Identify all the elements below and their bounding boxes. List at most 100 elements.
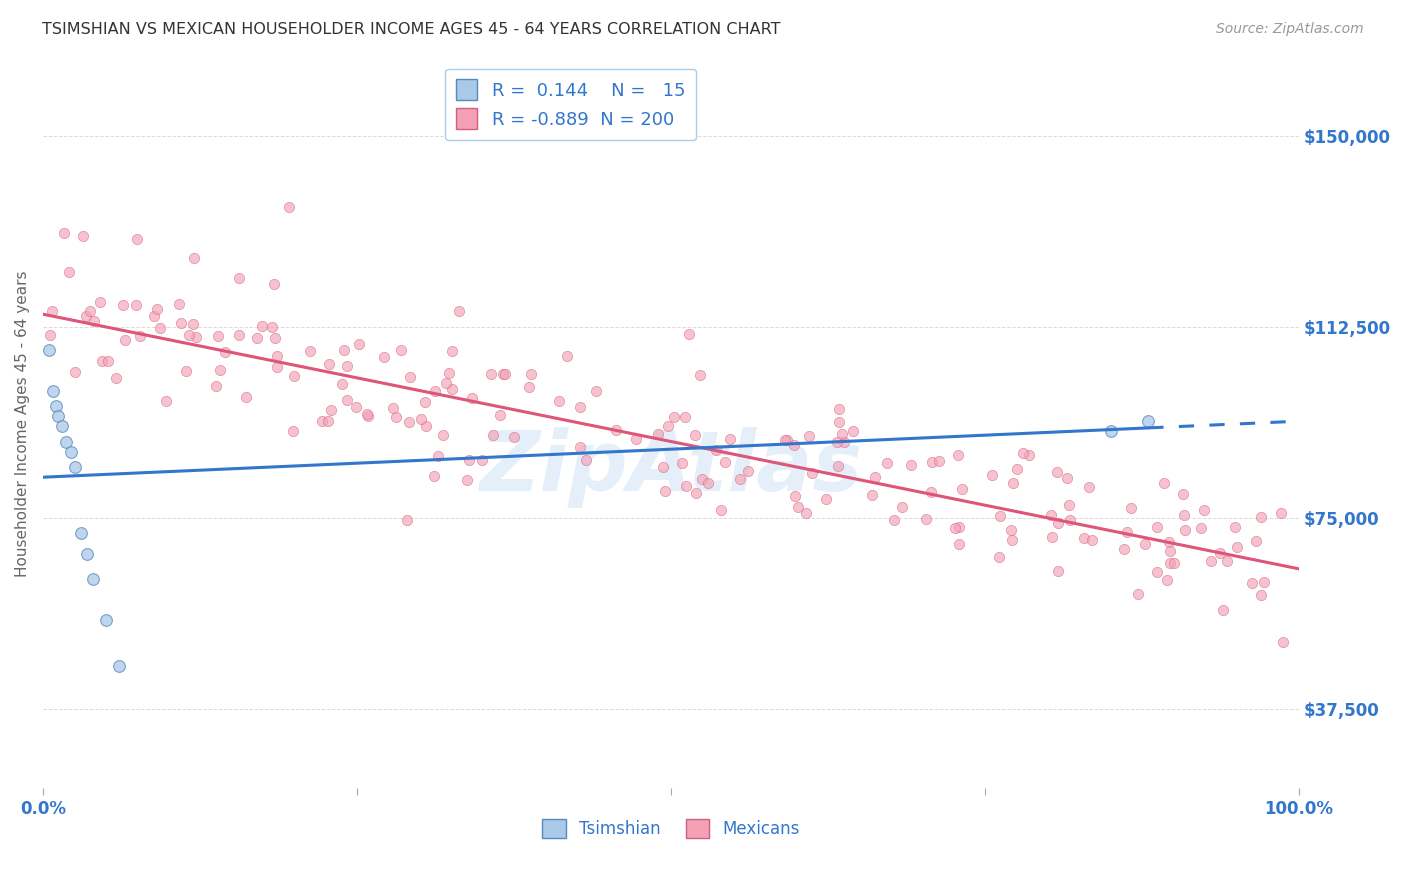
Point — [344, 400, 367, 414]
Point — [319, 403, 342, 417]
Point — [1047, 564, 1070, 578]
Point — [356, 407, 378, 421]
Point — [547, 393, 569, 408]
Point — [298, 344, 321, 359]
Point — [1156, 574, 1178, 588]
Point — [413, 394, 436, 409]
Point — [860, 488, 883, 502]
Point — [1271, 634, 1294, 648]
Point — [63, 365, 86, 379]
Point — [336, 359, 359, 373]
Point — [883, 513, 905, 527]
Point — [1159, 557, 1181, 571]
Point — [585, 384, 607, 399]
Point — [673, 410, 696, 425]
Point — [1137, 414, 1160, 428]
Point — [1073, 531, 1095, 545]
Point — [70, 526, 93, 541]
Point — [794, 506, 817, 520]
Point — [683, 428, 706, 442]
Point — [827, 402, 849, 417]
Point — [264, 331, 287, 345]
Point — [456, 473, 478, 487]
Point — [440, 343, 463, 358]
Point — [155, 393, 177, 408]
Point — [97, 354, 120, 368]
Point — [385, 410, 408, 425]
Point — [426, 449, 449, 463]
Y-axis label: Householder Income Ages 45 - 64 years: Householder Income Ages 45 - 64 years — [15, 270, 30, 577]
Point — [423, 384, 446, 399]
Point — [1173, 508, 1195, 522]
Point — [183, 317, 205, 331]
Point — [825, 435, 848, 450]
Point — [948, 520, 970, 534]
Point — [952, 482, 974, 496]
Point — [800, 466, 823, 480]
Point — [63, 460, 86, 475]
Text: Source: ZipAtlas.com: Source: ZipAtlas.com — [1216, 22, 1364, 37]
Point — [59, 444, 82, 458]
Point — [398, 415, 420, 429]
Point — [1240, 576, 1263, 591]
Point — [75, 309, 97, 323]
Point — [1047, 516, 1070, 530]
Point — [664, 409, 686, 424]
Point — [51, 419, 73, 434]
Point — [266, 359, 288, 374]
Point — [946, 448, 969, 462]
Point — [145, 302, 167, 317]
Point — [228, 271, 250, 285]
Point — [773, 434, 796, 448]
Point — [783, 489, 806, 503]
Text: TSIMSHIAN VS MEXICAN HOUSEHOLDER INCOME AGES 45 - 64 YEARS CORRELATION CHART: TSIMSHIAN VS MEXICAN HOUSEHOLDER INCOME … — [42, 22, 780, 37]
Point — [842, 425, 865, 439]
Point — [38, 343, 60, 357]
Point — [678, 327, 700, 342]
Point — [447, 304, 470, 318]
Point — [107, 658, 129, 673]
Point — [675, 478, 697, 492]
Point — [1005, 461, 1028, 475]
Point — [1174, 523, 1197, 537]
Point — [76, 547, 98, 561]
Point — [1199, 554, 1222, 568]
Point — [569, 400, 592, 414]
Point — [891, 500, 914, 514]
Point — [920, 484, 942, 499]
Point — [250, 319, 273, 334]
Point — [657, 419, 679, 434]
Point — [921, 455, 943, 469]
Point — [863, 469, 886, 483]
Point — [1163, 556, 1185, 570]
Point — [336, 392, 359, 407]
Point — [988, 509, 1011, 524]
Point — [149, 321, 172, 335]
Point — [1056, 470, 1078, 484]
Point — [987, 549, 1010, 564]
Point — [373, 350, 395, 364]
Point — [605, 423, 627, 437]
Point — [654, 484, 676, 499]
Point — [1226, 540, 1249, 554]
Point — [460, 391, 482, 405]
Point — [1212, 602, 1234, 616]
Point — [440, 383, 463, 397]
Point — [125, 298, 148, 312]
Point — [434, 376, 457, 390]
Point — [1000, 523, 1022, 537]
Point — [214, 345, 236, 359]
Point — [53, 226, 76, 240]
Point — [316, 414, 339, 428]
Point — [79, 304, 101, 318]
Point — [1046, 466, 1069, 480]
Point — [575, 453, 598, 467]
Point — [1081, 533, 1104, 547]
Point — [55, 434, 77, 449]
Point — [915, 511, 938, 525]
Point — [382, 401, 405, 415]
Point — [1146, 566, 1168, 580]
Point — [41, 304, 63, 318]
Point — [647, 427, 669, 442]
Point — [1077, 480, 1099, 494]
